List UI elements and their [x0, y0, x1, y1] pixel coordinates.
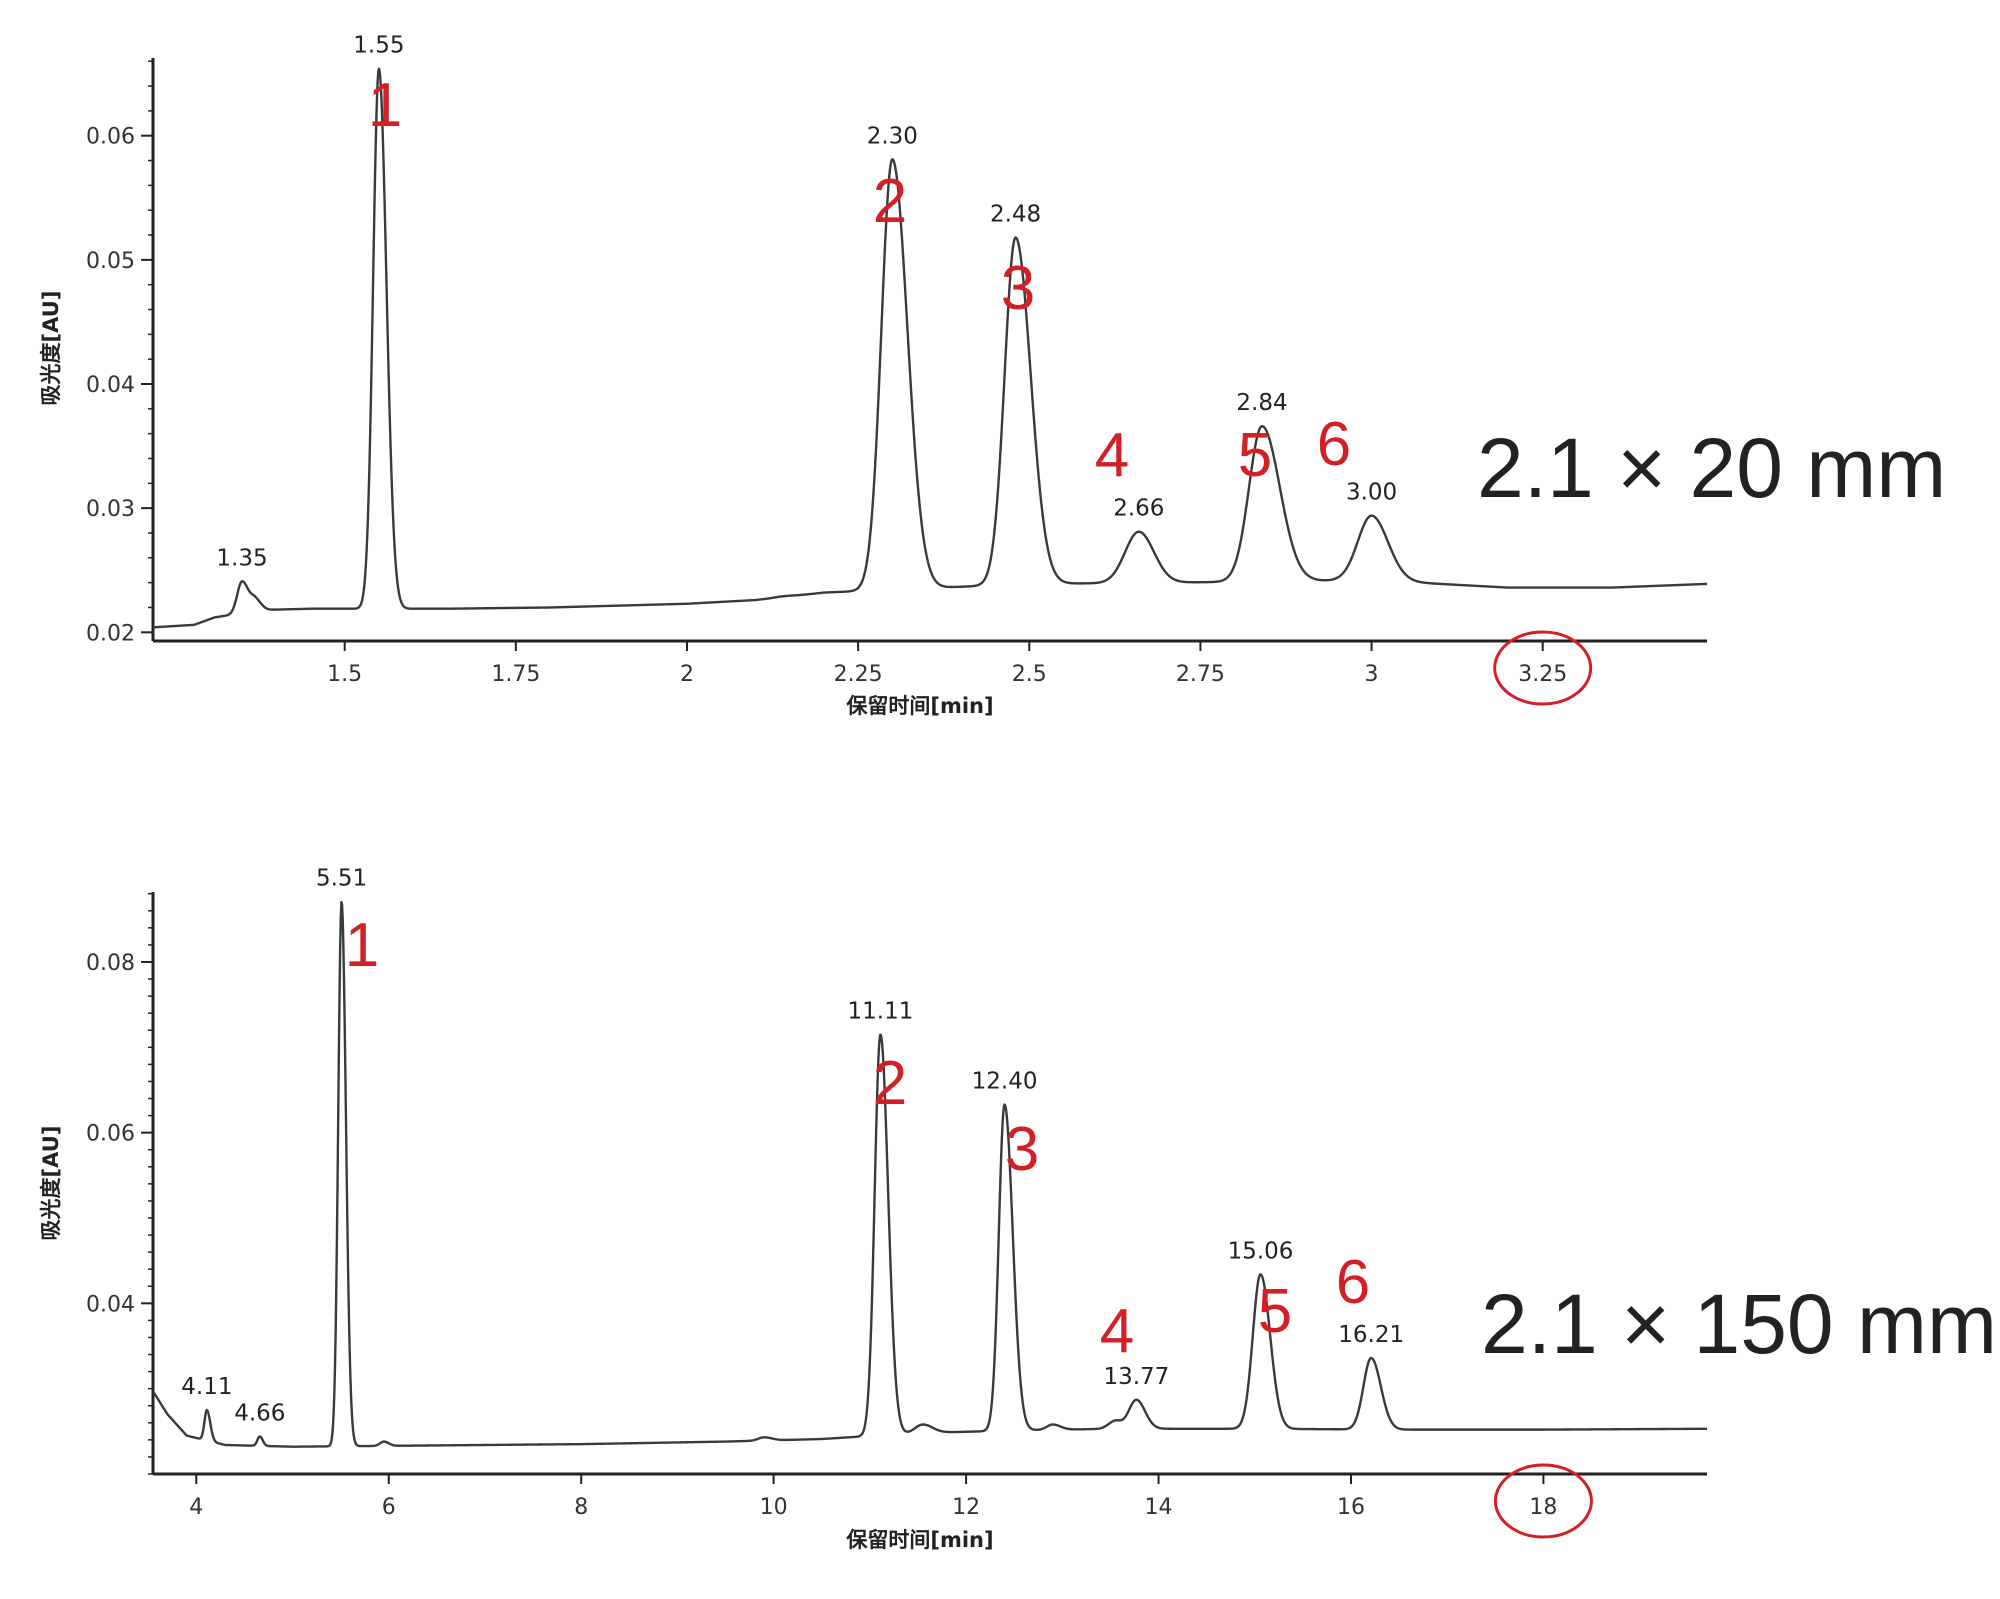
y-tick-label: 0.06 [86, 1122, 135, 1147]
x-tick-label: 10 [760, 1495, 788, 1520]
y-tick-label: 0.04 [86, 373, 135, 398]
peak-number-6: 6 [1336, 1248, 1370, 1317]
y-tick-label: 0.06 [86, 125, 135, 150]
peak-retention-label: 1.35 [216, 545, 267, 571]
x-tick-label: 2.25 [834, 662, 883, 687]
x-tick-label: 2.75 [1176, 662, 1225, 687]
x-tick-label: 3.25 [1518, 662, 1567, 687]
peak-retention-label: 1.55 [353, 33, 404, 59]
y-tick-label: 0.08 [86, 951, 135, 976]
chromatogram-trace [152, 67, 1708, 629]
x-tick-label: 2 [680, 662, 694, 687]
peak-number-2: 2 [873, 167, 907, 236]
x-tick-label: 8 [574, 1495, 588, 1520]
x-tick-label: 6 [382, 1495, 396, 1520]
x-axis-title: 保留时间[min] [845, 1528, 993, 1552]
x-axis-title: 保留时间[min] [845, 694, 993, 718]
peak-number-4: 4 [1100, 1297, 1134, 1366]
peak-retention-label: 2.48 [990, 202, 1041, 228]
highlight-circle [1493, 1463, 1593, 1539]
y-tick-label: 0.02 [86, 621, 135, 646]
chromatogram-trace [151, 900, 1708, 1448]
x-tick-label: 16 [1337, 1495, 1365, 1520]
peak-number-4: 4 [1095, 421, 1129, 490]
y-tick-label: 0.03 [86, 497, 135, 522]
peak-number-2: 2 [873, 1049, 907, 1118]
y-axis-title: 吸光度[AU] [39, 291, 63, 406]
peak-number-5: 5 [1238, 421, 1272, 490]
peak-number-3: 3 [1005, 1115, 1039, 1184]
x-tick-label: 12 [952, 1495, 980, 1520]
peak-retention-label: 12.40 [972, 1068, 1038, 1094]
x-tick-label: 14 [1145, 1495, 1173, 1520]
peak-number-5: 5 [1258, 1277, 1292, 1346]
peak-retention-label: 5.51 [316, 865, 367, 891]
x-tick-label: 3 [1365, 662, 1379, 687]
peak-number-3: 3 [1001, 254, 1035, 323]
column-size-label: 2.1 × 150 mm [1481, 1277, 1997, 1371]
peak-retention-label: 2.66 [1113, 496, 1164, 522]
peak-number-6: 6 [1317, 410, 1351, 479]
chromatogram-panel-2-1x150mm: 2.1 × 150 mm 0.040.060.084 6 8 10 12 14 16 18保留… [39, 865, 1997, 1552]
peak-number-1: 1 [345, 911, 379, 980]
column-size-label: 2.1 × 20 mm [1477, 421, 1946, 515]
peak-retention-label: 11.11 [848, 999, 914, 1025]
x-tick-label: 4 [189, 1495, 203, 1520]
peak-retention-label: 4.66 [234, 1400, 285, 1426]
peak-retention-label: 2.84 [1236, 390, 1287, 416]
highlight-circle [1493, 630, 1593, 706]
peak-retention-label: 4.11 [181, 1374, 232, 1400]
peak-retention-label: 16.21 [1338, 1322, 1404, 1348]
y-tick-label: 0.05 [86, 249, 135, 274]
peak-number-1: 1 [368, 71, 402, 140]
peak-retention-label: 15.06 [1228, 1238, 1294, 1264]
peak-retention-label: 13.77 [1103, 1364, 1169, 1390]
x-tick-label: 2.5 [1012, 662, 1047, 687]
y-tick-label: 0.04 [86, 1292, 135, 1317]
y-axis-title: 吸光度[AU] [39, 1126, 63, 1241]
x-tick-label: 1.75 [491, 662, 540, 687]
x-tick-label: 1.5 [327, 662, 362, 687]
peak-retention-label: 2.30 [867, 123, 918, 149]
chromatogram-panel-2-1x20mm: 2.1 × 20 mm 0.02 0.03 0.04 0.05 0.06 1.5 1.75 2… [39, 33, 1946, 718]
x-tick-label: 18 [1529, 1495, 1557, 1520]
peak-retention-label: 3.00 [1346, 480, 1397, 506]
